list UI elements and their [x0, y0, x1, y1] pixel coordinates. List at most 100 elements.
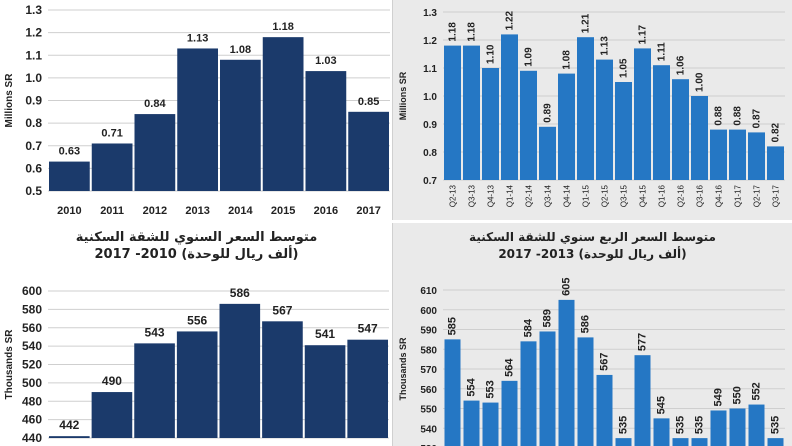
bar — [710, 410, 727, 446]
panel-divider-vertical — [392, 0, 393, 446]
bar — [596, 59, 613, 180]
x-tick-label: Q4-16 — [715, 184, 724, 207]
data-label: 535 — [618, 416, 630, 434]
data-label: 1.13 — [600, 36, 611, 56]
bar — [672, 438, 689, 446]
x-tick-label: Q3-15 — [620, 184, 629, 207]
y-tick-label: 0.8 — [25, 116, 42, 130]
bar — [176, 331, 218, 438]
data-label: 1.03 — [315, 55, 336, 67]
x-tick-label: Q1-15 — [582, 184, 591, 207]
data-label: 535 — [675, 416, 687, 434]
bar — [304, 345, 346, 438]
quarterly-chart-title-block: متوسط السعر الربع سنوي للشقة السكنية (أل… — [393, 229, 792, 263]
y-tick-label: 440 — [22, 431, 42, 445]
bar — [691, 96, 708, 180]
data-label: 585 — [447, 317, 459, 335]
bar — [49, 161, 90, 191]
bar — [444, 339, 461, 446]
x-tick-label: Q3-17 — [772, 184, 781, 207]
y-tick-label: 0.6 — [25, 161, 42, 175]
y-tick-label: 0.7 — [423, 176, 437, 187]
x-tick-label: 2016 — [314, 205, 338, 217]
y-tick-label: 1.0 — [423, 92, 437, 103]
data-label: 1.21 — [581, 13, 592, 33]
x-tick-label: 2011 — [100, 205, 124, 217]
x-tick-label: Q1-16 — [658, 184, 667, 207]
data-label: 0.71 — [101, 127, 122, 139]
y-axis-label: Thousands SR — [4, 329, 15, 400]
data-label: 0.89 — [543, 103, 554, 123]
y-tick-label: 570 — [420, 365, 437, 376]
bar — [634, 355, 651, 446]
chart-title: متوسط السعر الربع سنوي للشقة السكنية — [469, 230, 716, 244]
y-tick-label: 530 — [420, 444, 437, 446]
data-label: 1.17 — [638, 24, 649, 44]
y-tick-label: 610 — [420, 286, 437, 297]
x-tick-label: 2013 — [185, 205, 209, 217]
data-label: 567 — [599, 353, 611, 371]
y-tick-label: 550 — [420, 405, 437, 416]
data-label: 541 — [315, 327, 335, 341]
bar — [347, 339, 388, 438]
x-tick-label: Q2-16 — [677, 184, 686, 207]
x-tick-label: Q2-14 — [525, 184, 534, 207]
annual-chart-title-block: متوسط السعر السنوي للشقة السكنية (ألف ري… — [0, 229, 393, 263]
bar — [134, 114, 176, 191]
bar — [220, 59, 261, 192]
data-label: 1.06 — [676, 55, 687, 75]
y-tick-label: 0.5 — [25, 184, 42, 198]
data-label: 0.87 — [752, 108, 763, 128]
annual-price-millions-chart: 0.5 0.6 0.7 0.8 0.9 1.0 1.1 1.2 1.3 Millions SR 0.… — [4, 3, 390, 217]
y-tick-label: 1.0 — [25, 71, 42, 85]
data-label: 1.10 — [486, 44, 497, 64]
bar — [444, 45, 461, 180]
bar — [520, 70, 537, 180]
data-label: 535 — [770, 416, 782, 434]
data-label: 1.11 — [657, 42, 668, 61]
x-tick-label: Q3-16 — [696, 184, 705, 207]
y-tick-label: 1.3 — [423, 8, 437, 19]
y-tick-label: 540 — [22, 339, 42, 353]
x-tick-label: 2014 — [228, 205, 253, 217]
bar — [482, 68, 499, 180]
data-label: 1.00 — [695, 72, 706, 92]
bar — [558, 73, 575, 180]
x-tick-label: Q4-14 — [563, 184, 572, 207]
data-label: 543 — [145, 325, 165, 339]
y-tick-label: 580 — [420, 345, 437, 356]
bar — [653, 65, 670, 180]
y-tick-label: 560 — [22, 321, 42, 335]
y-tick-label: 600 — [22, 284, 42, 298]
bar — [91, 143, 133, 191]
chart-panel-quarterly-millions: 0.7 0.8 0.9 1.0 1.1 1.2 1.3 Millions SR 1.18 Q2-1… — [393, 0, 792, 220]
data-label: 0.85 — [358, 96, 379, 108]
bar — [539, 331, 556, 446]
bar — [49, 436, 90, 438]
data-label: 1.13 — [187, 32, 208, 44]
data-label: 535 — [694, 416, 706, 434]
x-tick-label: Q2-17 — [753, 184, 762, 207]
y-tick-label: 460 — [22, 413, 42, 427]
data-label: 545 — [656, 396, 668, 414]
bar — [482, 402, 499, 446]
data-label: 584 — [523, 318, 535, 337]
y-tick-label: 590 — [420, 326, 437, 337]
bar — [463, 400, 480, 446]
y-tick-label: 1.1 — [25, 48, 42, 62]
data-label: 1.09 — [524, 47, 535, 67]
bar — [558, 299, 575, 446]
data-label: 0.84 — [144, 98, 166, 110]
data-label: 586 — [580, 315, 592, 333]
data-label: 556 — [187, 313, 207, 327]
data-label: 1.18 — [448, 22, 459, 42]
data-label: 577 — [637, 333, 649, 351]
bar — [91, 392, 133, 438]
y-tick-label: 520 — [22, 358, 42, 372]
bar — [767, 146, 784, 180]
data-label: 605 — [561, 278, 573, 296]
data-label: 567 — [272, 303, 292, 317]
bar — [262, 37, 304, 192]
bar — [615, 438, 632, 446]
bar — [501, 380, 518, 446]
